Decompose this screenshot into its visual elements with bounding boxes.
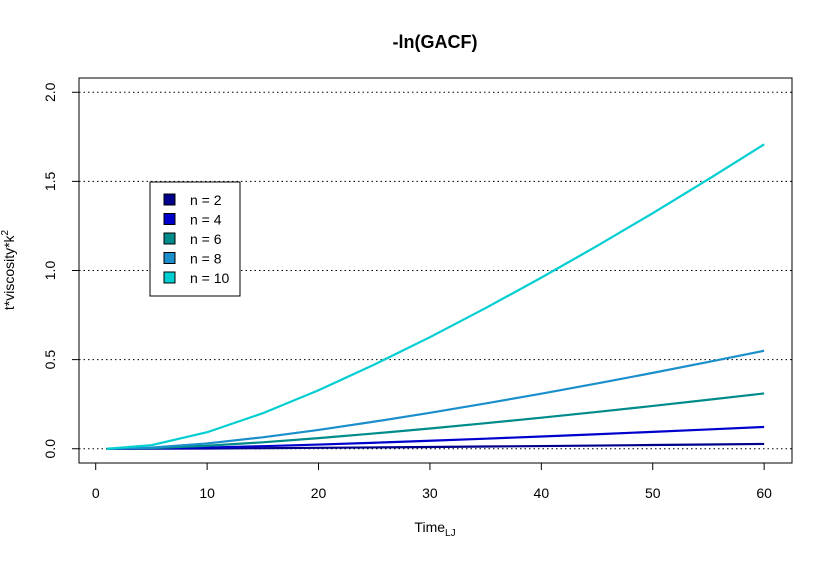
legend-swatch-1 (163, 213, 176, 225)
y-tick-label-2: 1.0 (42, 261, 58, 281)
x-axis-label-main: Time (414, 519, 445, 535)
y-axis-label-superscript: 2 (0, 229, 11, 235)
x-axis-label: TimeLJ (414, 519, 455, 539)
gridlines (79, 91, 792, 450)
y-tick-label-3: 1.5 (42, 171, 58, 191)
legend-label-2: n = 6 (190, 231, 222, 247)
series-line-1 (106, 425, 765, 450)
x-tick-label-0: 0 (92, 485, 100, 501)
y-axis: 0.0 0.5 1.0 1.5 2.0 (42, 82, 80, 459)
series-line-4 (106, 143, 765, 450)
legend-swatch-0 (163, 193, 176, 206)
series-line-2 (106, 392, 765, 450)
x-tick-label-4: 40 (534, 485, 550, 501)
x-tick-label-1: 10 (199, 485, 215, 501)
legend-label-0: n = 2 (190, 192, 222, 208)
y-tick-label-4: 2.0 (42, 82, 58, 102)
x-tick-label-3: 30 (422, 485, 438, 501)
legend-swatch-4 (163, 271, 176, 284)
legend: n = 2 n = 4 n = 6 n = 8 n = 10 (149, 181, 241, 297)
x-tick-label-6: 60 (756, 485, 772, 501)
series-line-3 (106, 349, 765, 450)
y-tick-label-0: 0.0 (42, 439, 58, 459)
y-axis-label: t*viscosity*k2 (0, 229, 17, 310)
x-axis: 0 10 20 30 40 50 60 (92, 462, 772, 501)
chart-title: -ln(GACF) (393, 32, 478, 52)
x-axis-label-subscript: LJ (445, 528, 456, 539)
x-tick-label-5: 50 (645, 485, 661, 501)
legend-label-1: n = 4 (190, 212, 222, 228)
x-tick-label-2: 20 (311, 485, 327, 501)
y-axis-label-main: t*viscosity*k (1, 234, 17, 310)
legend-label-3: n = 8 (190, 251, 222, 267)
legend-swatch-2 (163, 232, 176, 245)
legend-swatch-3 (163, 252, 176, 264)
series-lines (106, 143, 765, 450)
legend-label-4: n = 10 (190, 270, 230, 286)
y-tick-label-1: 0.5 (42, 350, 58, 370)
